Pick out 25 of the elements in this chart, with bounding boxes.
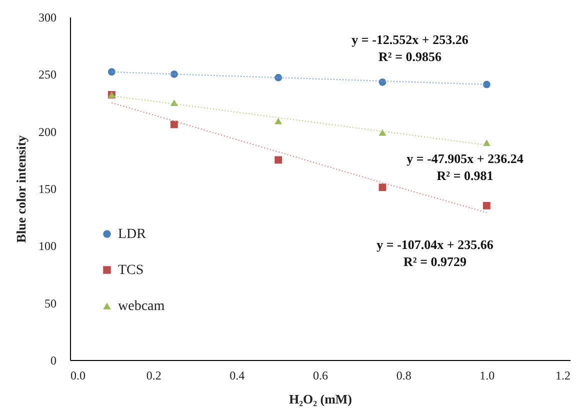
legend-label: LDR: [118, 227, 147, 242]
x-tick-label: 0.0: [70, 368, 86, 382]
y-tick-label: 250: [38, 68, 56, 82]
y-tick-label: 100: [38, 239, 56, 254]
annotation: y = -47.905x + 236.24: [406, 151, 524, 166]
y-tick-label: 200: [38, 124, 56, 139]
x-tick-label: 0.2: [146, 368, 162, 382]
annotation: R² = 0.9729: [404, 254, 467, 269]
annotation: R² = 0.9856: [378, 49, 442, 64]
y-axis-title: Blue color intensity: [14, 134, 28, 243]
x-tick-label: 0.6: [313, 368, 328, 382]
legend-label: TCS: [118, 263, 144, 278]
annotation: y = -107.04x + 235.66: [376, 237, 494, 252]
y-tick-label: 0: [50, 354, 56, 368]
x-tick-label: 0.4: [230, 368, 245, 382]
x-axis-title: H₂O₂ (mM): [288, 392, 352, 406]
y-tick-label: 50: [44, 296, 56, 310]
legend-label: webcam: [118, 299, 165, 314]
x-tick-label: 0.8: [396, 368, 412, 382]
y-tick-label: 300: [38, 10, 56, 24]
annotation: y = -12.552x + 253.26: [352, 32, 469, 47]
y-tick-label: 150: [38, 182, 56, 196]
annotation: R² = 0.981: [436, 168, 494, 183]
x-tick-label: 1.0: [480, 368, 495, 382]
x-tick-label: 1.2: [556, 368, 570, 382]
